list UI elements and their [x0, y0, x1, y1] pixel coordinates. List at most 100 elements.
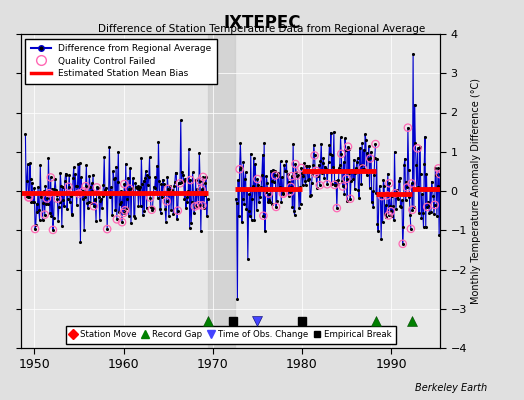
Point [176, 180, 184, 186]
Point [340, 159, 348, 165]
Point [252, 186, 260, 192]
Point [61, 178, 69, 185]
Point [363, 172, 371, 178]
Point [160, 191, 169, 198]
Point [295, 205, 303, 212]
Point [188, 199, 196, 205]
Point [313, 185, 321, 192]
Point [25, 194, 34, 200]
Point [24, 194, 32, 200]
Point [146, 194, 155, 201]
Point [286, 189, 294, 195]
Point [376, 192, 385, 198]
Point [41, 183, 50, 189]
Point [322, 166, 331, 172]
Point [66, 199, 74, 205]
Point [325, 142, 334, 148]
Point [75, 160, 84, 167]
Point [254, 182, 263, 188]
Point [185, 225, 194, 231]
Point [315, 182, 324, 188]
Point [101, 186, 109, 193]
Point [431, 165, 440, 172]
Point [256, 184, 264, 191]
Point [294, 186, 302, 192]
Legend: Station Move, Record Gap, Time of Obs. Change, Empirical Break: Station Move, Record Gap, Time of Obs. C… [66, 326, 396, 344]
Point [369, 204, 377, 210]
Point [430, 211, 438, 217]
Point [116, 200, 124, 207]
Point [193, 186, 201, 192]
Point [168, 187, 176, 193]
Point [356, 162, 365, 168]
Point [52, 186, 60, 193]
Point [319, 155, 328, 162]
Point [104, 189, 113, 195]
Point [113, 216, 121, 222]
Point [91, 197, 100, 204]
Text: IXTEPEC: IXTEPEC [223, 14, 301, 32]
Point [346, 196, 354, 202]
Point [242, 206, 250, 212]
Point [39, 200, 48, 206]
Point [380, 211, 389, 218]
Point [263, 180, 271, 186]
Point [258, 172, 266, 178]
Point [68, 212, 77, 219]
Point [162, 198, 171, 204]
Point [178, 168, 187, 175]
Point [409, 50, 417, 57]
Point [172, 170, 180, 176]
Point [121, 207, 129, 214]
Point [341, 135, 349, 142]
Point [272, 198, 281, 204]
Point [358, 165, 367, 172]
Point [49, 215, 58, 221]
Point [253, 207, 261, 214]
Point [233, 200, 241, 206]
Point [434, 165, 443, 172]
Point [187, 220, 195, 226]
Point [398, 197, 406, 203]
Point [345, 170, 353, 176]
Point [401, 196, 410, 203]
Point [34, 184, 42, 190]
Point [103, 226, 112, 232]
Point [387, 208, 395, 214]
Point [414, 184, 422, 190]
Point [411, 140, 420, 146]
Point [95, 194, 103, 200]
Point [136, 184, 144, 191]
Point [46, 210, 54, 216]
Point [247, 217, 256, 223]
Point [98, 205, 106, 211]
Point [255, 199, 263, 205]
Point [342, 176, 351, 182]
Point [380, 183, 388, 190]
Point [237, 164, 245, 170]
Point [93, 184, 101, 190]
Point [58, 184, 67, 190]
Point [40, 212, 49, 218]
Point [296, 184, 304, 191]
Point [429, 192, 438, 199]
Point [394, 196, 402, 202]
Point [413, 145, 422, 152]
Point [74, 161, 82, 167]
Point [134, 202, 143, 209]
Text: Difference of Station Temperature Data from Regional Average: Difference of Station Temperature Data f… [99, 24, 425, 34]
Point [261, 228, 269, 234]
Point [403, 184, 411, 191]
Point [191, 203, 199, 210]
Point [385, 180, 394, 186]
Point [391, 190, 399, 196]
Point [114, 148, 123, 155]
Point [145, 174, 153, 181]
Point [102, 191, 111, 198]
Point [135, 185, 144, 192]
Point [125, 186, 134, 192]
Point [337, 151, 345, 157]
Point [35, 207, 43, 213]
Point [81, 183, 90, 190]
Point [153, 162, 161, 169]
